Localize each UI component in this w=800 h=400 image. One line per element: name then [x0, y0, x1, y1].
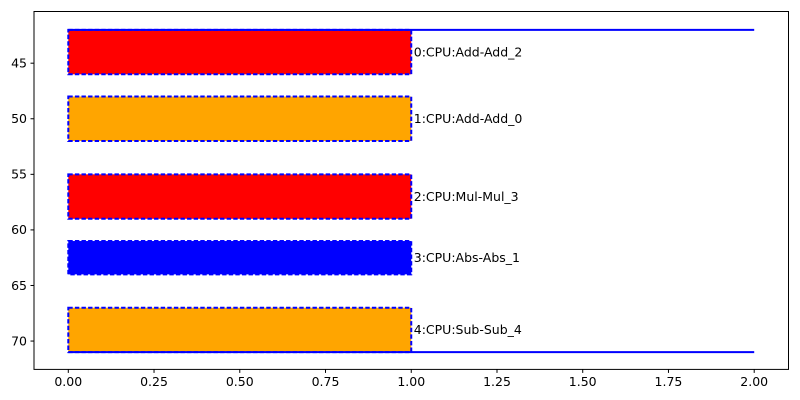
- x-tick-label: 2.00: [740, 374, 768, 389]
- y-tick-label: 65: [11, 278, 27, 293]
- y-tick-label: 55: [11, 167, 27, 182]
- y-tick-label: 45: [11, 55, 27, 70]
- task-bar-label: 4:CPU:Sub-Sub_4: [414, 322, 522, 337]
- x-tick-label: 0.00: [54, 374, 82, 389]
- task-bar-label: 0:CPU:Add-Add_2: [414, 44, 523, 59]
- task-bar-label: 2:CPU:Mul-Mul_3: [414, 189, 519, 204]
- task-bar: [67, 173, 413, 220]
- task-bar: [67, 240, 413, 276]
- task-bar: [67, 306, 413, 354]
- x-tick-label: 1.75: [655, 374, 683, 389]
- y-tick-label: 70: [11, 333, 27, 348]
- task-bar-label: 3:CPU:Abs-Abs_1: [414, 250, 520, 265]
- x-tick-label: 1.00: [397, 374, 425, 389]
- task-bar-label: 1:CPU:Add-Add_0: [414, 111, 523, 126]
- task-bar: [67, 95, 413, 142]
- x-tick-label: 0.75: [312, 374, 340, 389]
- x-tick-label: 0.25: [140, 374, 168, 389]
- task-bar: [67, 28, 413, 76]
- x-tick-label: 1.50: [569, 374, 597, 389]
- y-tick-label: 60: [11, 222, 27, 237]
- x-tick-label: 1.25: [483, 374, 511, 389]
- x-tick-label: 0.50: [226, 374, 254, 389]
- y-tick-label: 50: [11, 111, 27, 126]
